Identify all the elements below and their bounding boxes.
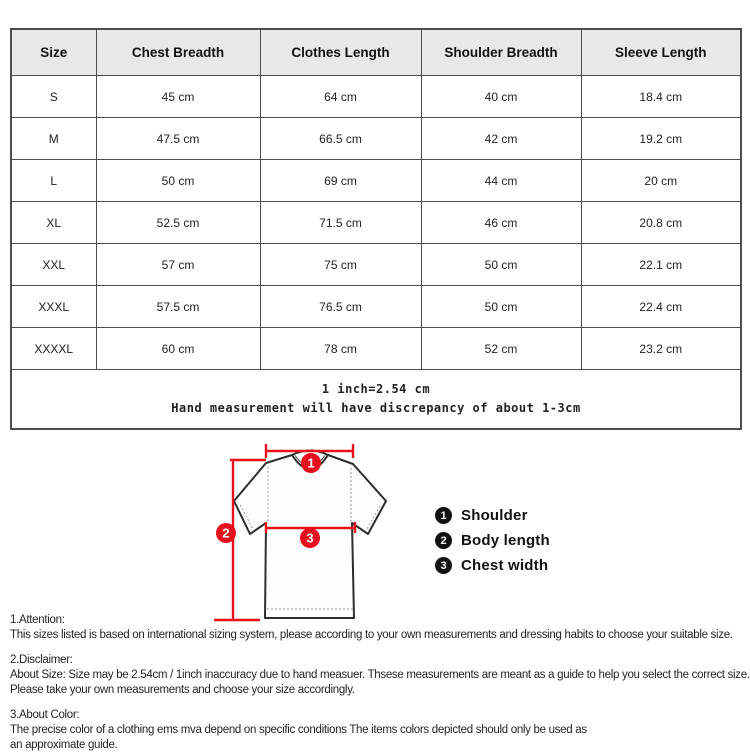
right-sleeve-hem-seam <box>366 505 381 530</box>
measurement-cell: 66.5 cm <box>259 117 422 160</box>
column-header: Size <box>10 28 97 76</box>
size-table-head: Size Chest Breadth Clothes Length Shoulder … <box>10 28 742 76</box>
table-row: XXXXL 60 cm 78 cm 52 cm 23.2 cm <box>10 327 742 370</box>
measurement-cell: 44 cm <box>420 159 582 202</box>
legend-label: Shoulder <box>461 507 528 524</box>
note-line: Please take your own measurements and ch… <box>10 684 355 696</box>
badge-shoulder-number: 1 <box>307 456 314 471</box>
size-cell: M <box>10 117 97 160</box>
chest-measure-line <box>264 522 357 533</box>
table-row: XXXL 57.5 cm 76.5 cm 50 cm 22.4 cm <box>10 285 742 328</box>
shoulder-measure-line <box>264 444 355 458</box>
table-row: XL 52.5 cm 71.5 cm 46 cm 20.8 cm <box>10 201 742 244</box>
measurement-cell: 57.5 cm <box>95 285 261 328</box>
measurement-cell: 22.4 cm <box>580 285 742 328</box>
note-section-title: 1.Attention: <box>10 614 65 626</box>
column-header: Clothes Length <box>259 28 422 76</box>
table-row: S 45 cm 64 cm 40 cm 18.4 cm <box>10 75 742 118</box>
note-section-title: 2.Disclaimer: <box>10 654 73 666</box>
measurement-cell: 50 cm <box>420 285 582 328</box>
note-line: The precise color of a clothing ems mva … <box>10 724 587 736</box>
conversion-note: 1 inch=2.54 cm Hand measurement will hav… <box>10 369 742 430</box>
table-row: XXL 57 cm 75 cm 50 cm 22.1 cm <box>10 243 742 286</box>
measurement-cell: 60 cm <box>95 327 261 370</box>
measurement-cell: 19.2 cm <box>580 117 742 160</box>
measurement-cell: 64 cm <box>259 75 422 118</box>
size-table-header-row: Size Chest Breadth Clothes Length Shoulder … <box>10 28 742 76</box>
size-cell: XXL <box>10 243 97 286</box>
diagram-badges: 1 2 3 <box>216 453 321 548</box>
column-header: Sleeve Length <box>580 28 742 76</box>
table-row: M 47.5 cm 66.5 cm 42 cm 19.2 cm <box>10 117 742 160</box>
legend-item: 3 Chest width <box>435 553 550 578</box>
column-header: Shoulder Breadth <box>420 28 582 76</box>
legend-label: Chest width <box>461 557 549 574</box>
conversion-note-line-2: Hand measurement will have discrepancy o… <box>171 401 581 415</box>
measurement-lines <box>214 444 357 622</box>
size-cell: XL <box>10 201 97 244</box>
note-line: This sizes listed is based on internatio… <box>10 629 733 641</box>
badge-chest-width-circle <box>300 528 320 548</box>
note-line: About Size: Size may be 2.54cm / 1inch i… <box>10 669 750 681</box>
size-table: Size Chest Breadth Clothes Length Shoulder … <box>10 28 742 430</box>
size-cell: XXXL <box>10 285 97 328</box>
badge-chest-width-number: 3 <box>306 531 313 546</box>
badge-shoulder: 1 <box>301 453 321 473</box>
measurement-cell: 76.5 cm <box>259 285 422 328</box>
measurement-cell: 42 cm <box>420 117 582 160</box>
measurement-cell: 75 cm <box>259 243 422 286</box>
conversion-note-row: 1 inch=2.54 cm Hand measurement will hav… <box>10 369 742 430</box>
measurement-cell: 52.5 cm <box>95 201 261 244</box>
legend-number-badge: 2 <box>435 532 452 549</box>
measurement-cell: 71.5 cm <box>259 201 422 244</box>
notes: 1.Attention: This sizes listed is based o… <box>10 613 750 753</box>
badge-body-length: 2 <box>216 523 236 543</box>
legend-item: 1 Shoulder <box>435 503 550 528</box>
legend-label: Body length <box>461 532 550 549</box>
measurement-cell: 20 cm <box>580 159 742 202</box>
measurement-cell: 52 cm <box>420 327 582 370</box>
measurement-cell: 23.2 cm <box>580 327 742 370</box>
legend-number-badge: 1 <box>435 507 452 524</box>
note-section-title: 3.About Color: <box>10 709 80 721</box>
measurement-cell: 18.4 cm <box>580 75 742 118</box>
measurement-cell: 50 cm <box>420 243 582 286</box>
measurement-legend: 1 Shoulder 2 Body length 3 Chest width <box>435 503 550 578</box>
measurement-cell: 57 cm <box>95 243 261 286</box>
badge-shoulder-circle <box>301 453 321 473</box>
column-header: Chest Breadth <box>95 28 261 76</box>
badge-body-length-number: 2 <box>222 526 229 541</box>
legend-item: 2 Body length <box>435 528 550 553</box>
badge-chest-width: 3 <box>300 528 320 548</box>
size-table-body: S 45 cm 64 cm 40 cm 18.4 cm M 47.5 cm 66.5 cm 42… <box>10 75 742 370</box>
measurement-cell: 40 cm <box>420 75 582 118</box>
measurement-cell: 20.8 cm <box>580 201 742 244</box>
table-row: L 50 cm 69 cm 44 cm 20 cm <box>10 159 742 202</box>
left-sleeve-hem-seam <box>239 504 254 530</box>
measurement-cell: 45 cm <box>95 75 261 118</box>
size-cell: XXXXL <box>10 327 97 370</box>
size-cell: S <box>10 75 97 118</box>
badge-body-length-circle <box>216 523 236 543</box>
size-table-foot: 1 inch=2.54 cm Hand measurement will hav… <box>10 369 742 430</box>
measurement-cell: 50 cm <box>95 159 261 202</box>
measurement-cell: 78 cm <box>259 327 422 370</box>
size-cell: L <box>10 159 97 202</box>
legend-number-badge: 3 <box>435 557 452 574</box>
measurement-cell: 47.5 cm <box>95 117 261 160</box>
conversion-note-line-1: 1 inch=2.54 cm <box>321 382 431 396</box>
note-line: an approximate guide. <box>10 739 118 751</box>
measurement-cell: 22.1 cm <box>580 243 742 286</box>
measurement-cell: 69 cm <box>259 159 422 202</box>
tshirt-measurement-diagram: 1 2 3 <box>214 444 387 622</box>
measurement-cell: 46 cm <box>420 201 582 244</box>
